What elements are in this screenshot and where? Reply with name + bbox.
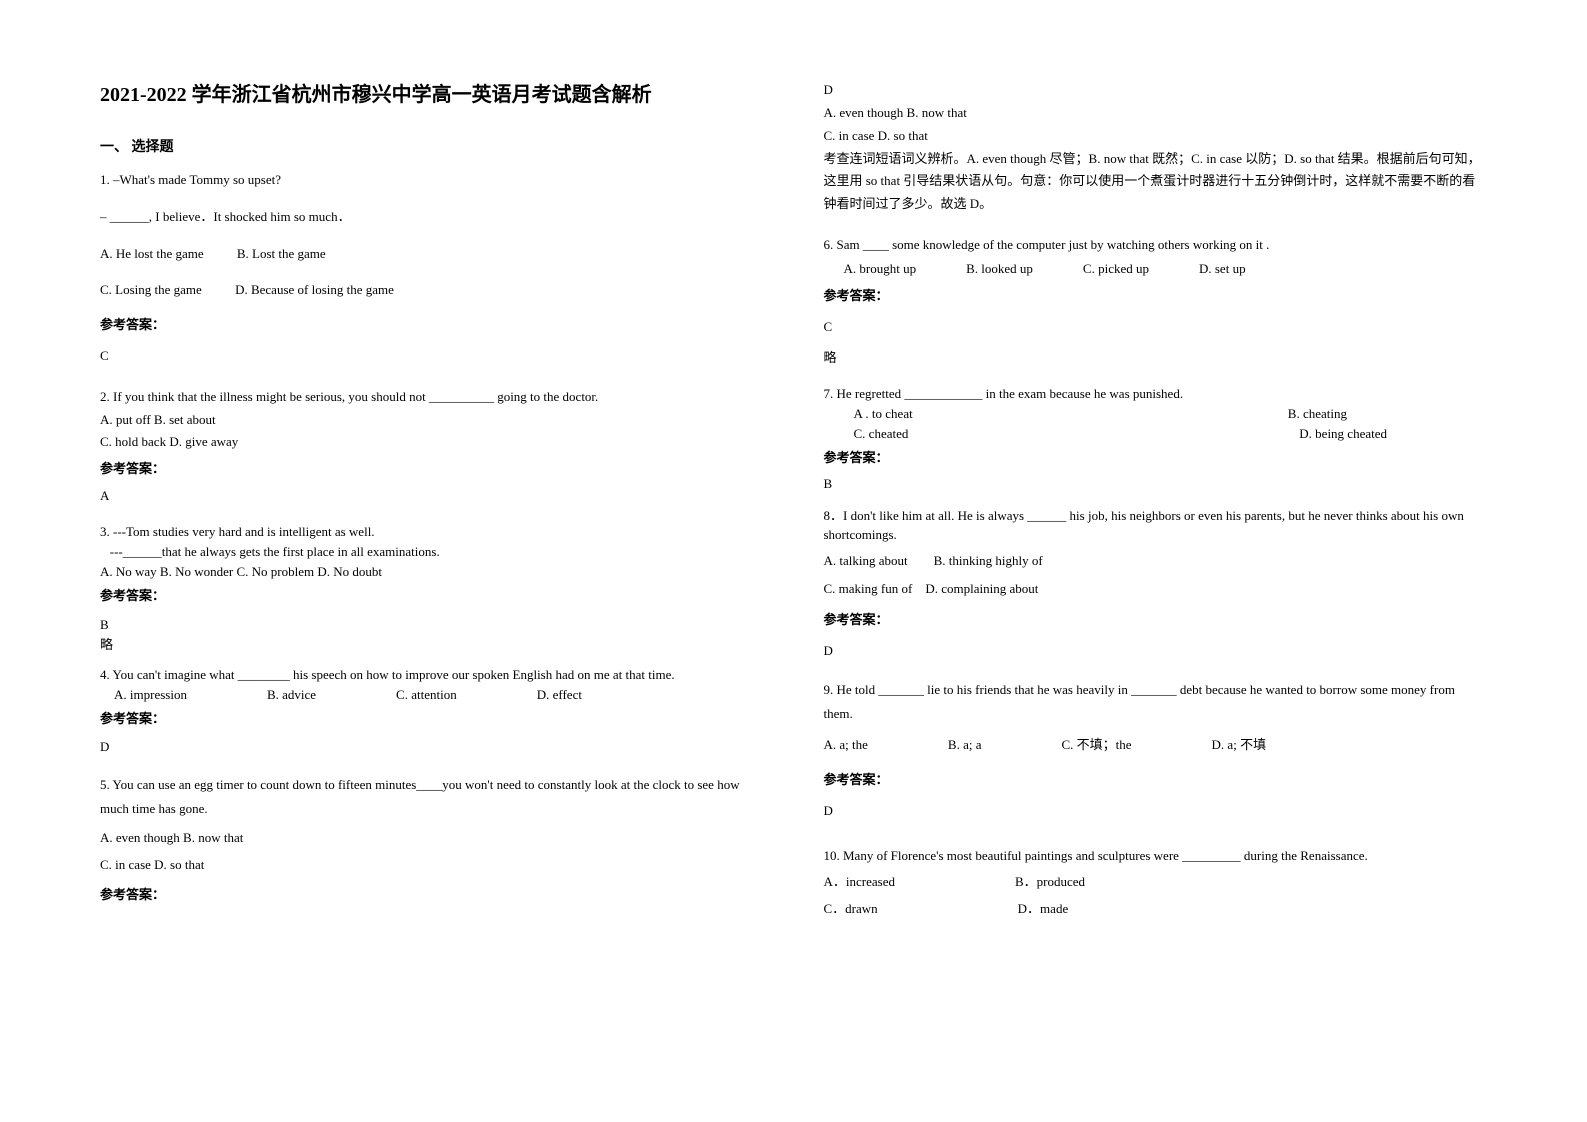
q3-line2: ---______that he always gets the first p…: [100, 543, 764, 561]
question-5-cont: D A. even though B. now that C. in case …: [824, 80, 1488, 225]
question-3: 3. ---Tom studies very hard and is intel…: [100, 523, 764, 656]
question-7: 7. He regretted ____________ in the exam…: [824, 385, 1488, 496]
q5-answer-label: 参考答案：: [100, 883, 764, 908]
question-5: 5. You can use an egg timer to count dow…: [100, 773, 764, 914]
q1-opts-ab: A. He lost the game B. Lost the game: [100, 244, 764, 265]
q8-answer-label: 参考答案：: [824, 610, 1488, 631]
q1-line1: 1. –What's made Tommy so upset?: [100, 170, 764, 191]
question-10: 10. Many of Florence's most beautiful pa…: [824, 846, 1488, 924]
q10-optB: B．produced: [1015, 872, 1085, 893]
q4-answer: D: [100, 738, 764, 756]
q8-optsAB: A. talking about B. thinking highly of: [824, 551, 1488, 572]
q7-optC: C. cheated: [854, 425, 909, 443]
q5-explanation: 考查连词短语词义辨析。A. even though 尽管；B. now that…: [824, 148, 1488, 214]
q8-text: 8．I don't like him at all. He is always …: [824, 506, 1488, 545]
q10-optC: C．drawn: [824, 899, 878, 920]
q2-answer: A: [100, 486, 764, 507]
q9-answer: D: [824, 801, 1488, 822]
q6-text: 6. Sam ____ some knowledge of the comput…: [824, 235, 1488, 256]
q9-optC: C. 不填；the: [1061, 735, 1131, 756]
q1-answer: C: [100, 346, 764, 367]
q4-optB: B. advice: [267, 686, 316, 704]
q10-optD: D．made: [1018, 899, 1069, 920]
q7-optD: D. being cheated: [1299, 425, 1387, 443]
q1-answer-label: 参考答案：: [100, 315, 764, 336]
q3-line1: 3. ---Tom studies very hard and is intel…: [100, 523, 764, 541]
q7-opts-ab: A . to cheat B. cheating: [824, 405, 1488, 423]
q1-optB: B. Lost the game: [237, 246, 326, 261]
q5c-optsAB: A. even though B. now that: [824, 103, 1488, 124]
document-title: 2021-2022 学年浙江省杭州市穆兴中学高一英语月考试题含解析: [100, 80, 764, 110]
q6-answer-label: 参考答案：: [824, 286, 1488, 307]
q3-answer: B: [100, 616, 764, 634]
q4-optA: A. impression: [114, 686, 187, 704]
question-4: 4. You can't imagine what ________ his s…: [100, 666, 764, 763]
q4-optD: D. effect: [537, 686, 582, 704]
q1-optA: A. He lost the game: [100, 246, 204, 261]
q10-opts-cd: C．drawn D．made: [824, 899, 1488, 920]
q5-text: 5. You can use an egg timer to count dow…: [100, 773, 764, 822]
q9-optA: A. a; the: [824, 735, 868, 756]
q9-text: 9. He told _______ lie to his friends th…: [824, 678, 1488, 727]
question-8: 8．I don't like him at all. He is always …: [824, 506, 1488, 668]
q9-optB: B. a; a: [948, 735, 982, 756]
q6-note: 略: [824, 348, 1488, 369]
q6-optD: D. set up: [1199, 259, 1246, 280]
q6-optA: A. brought up: [844, 259, 917, 280]
q6-optB: B. looked up: [966, 259, 1033, 280]
q8-answer: D: [824, 641, 1488, 662]
q4-text-span: 4. You can't imagine what ________ his s…: [100, 667, 675, 682]
q2-answer-label: 参考答案：: [100, 459, 764, 480]
right-column: D A. even though B. now that C. in case …: [824, 80, 1488, 1042]
question-9: 9. He told _______ lie to his friends th…: [824, 678, 1488, 836]
left-column: 2021-2022 学年浙江省杭州市穆兴中学高一英语月考试题含解析 一、 选择题…: [100, 80, 764, 1042]
q6-answer: C: [824, 317, 1488, 338]
question-6: 6. Sam ____ some knowledge of the comput…: [824, 235, 1488, 375]
q10-text: 10. Many of Florence's most beautiful pa…: [824, 846, 1488, 867]
q1-optD: D. Because of losing the game: [235, 282, 394, 297]
q4-optC: C. attention: [396, 686, 457, 704]
q3-answer-label: 参考答案：: [100, 587, 764, 605]
q3-note: 略: [100, 636, 764, 654]
q5c-optsCD: C. in case D. so that: [824, 126, 1488, 147]
q6-optC: C. picked up: [1083, 259, 1149, 280]
q7-text: 7. He regretted ____________ in the exam…: [824, 385, 1488, 403]
q7-answer: B: [824, 475, 1488, 493]
question-1: 1. –What's made Tommy so upset? – ______…: [100, 170, 764, 377]
q2-optsAB: A. put off B. set about: [100, 410, 764, 431]
section-header: 一、 选择题: [100, 136, 764, 156]
q8-optsCD: C. making fun of D. complaining about: [824, 579, 1488, 600]
q5-answer: D: [824, 80, 1488, 101]
q4-answer-label: 参考答案：: [100, 710, 764, 728]
q5-optsAB: A. even though B. now that: [100, 826, 764, 851]
q10-opts-ab: A．increased B．produced: [824, 872, 1488, 893]
question-2: 2. If you think that the illness might b…: [100, 387, 764, 513]
q3-opts: A. No way B. No wonder C. No problem D. …: [100, 563, 764, 581]
q6-opts: A. brought up B. looked up C. picked up …: [824, 259, 1488, 280]
q5-optsCD: C. in case D. so that: [100, 853, 764, 878]
q7-optA: A . to cheat: [854, 405, 913, 423]
q10-optA: A．increased: [824, 872, 895, 893]
q9-opts: A. a; the B. a; a C. 不填；the D. a; 不填: [824, 735, 1488, 756]
q1-optC: C. Losing the game: [100, 282, 202, 297]
q9-optD: D. a; 不填: [1212, 735, 1267, 756]
q2-optsCD: C. hold back D. give away: [100, 432, 764, 453]
q4-opts: A. impression B. advice C. attention D. …: [100, 686, 764, 704]
q1-line2: – ______, I believe．It shocked him so mu…: [100, 207, 764, 228]
q7-optB: B. cheating: [1288, 405, 1347, 423]
q2-text: 2. If you think that the illness might b…: [100, 387, 764, 408]
q7-opts-cd: C. cheated D. being cheated: [824, 425, 1488, 443]
q1-opts-cd: C. Losing the game D. Because of losing …: [100, 280, 764, 301]
q9-answer-label: 参考答案：: [824, 770, 1488, 791]
q7-answer-label: 参考答案：: [824, 449, 1488, 467]
q4-text: 4. You can't imagine what ________ his s…: [100, 666, 764, 684]
